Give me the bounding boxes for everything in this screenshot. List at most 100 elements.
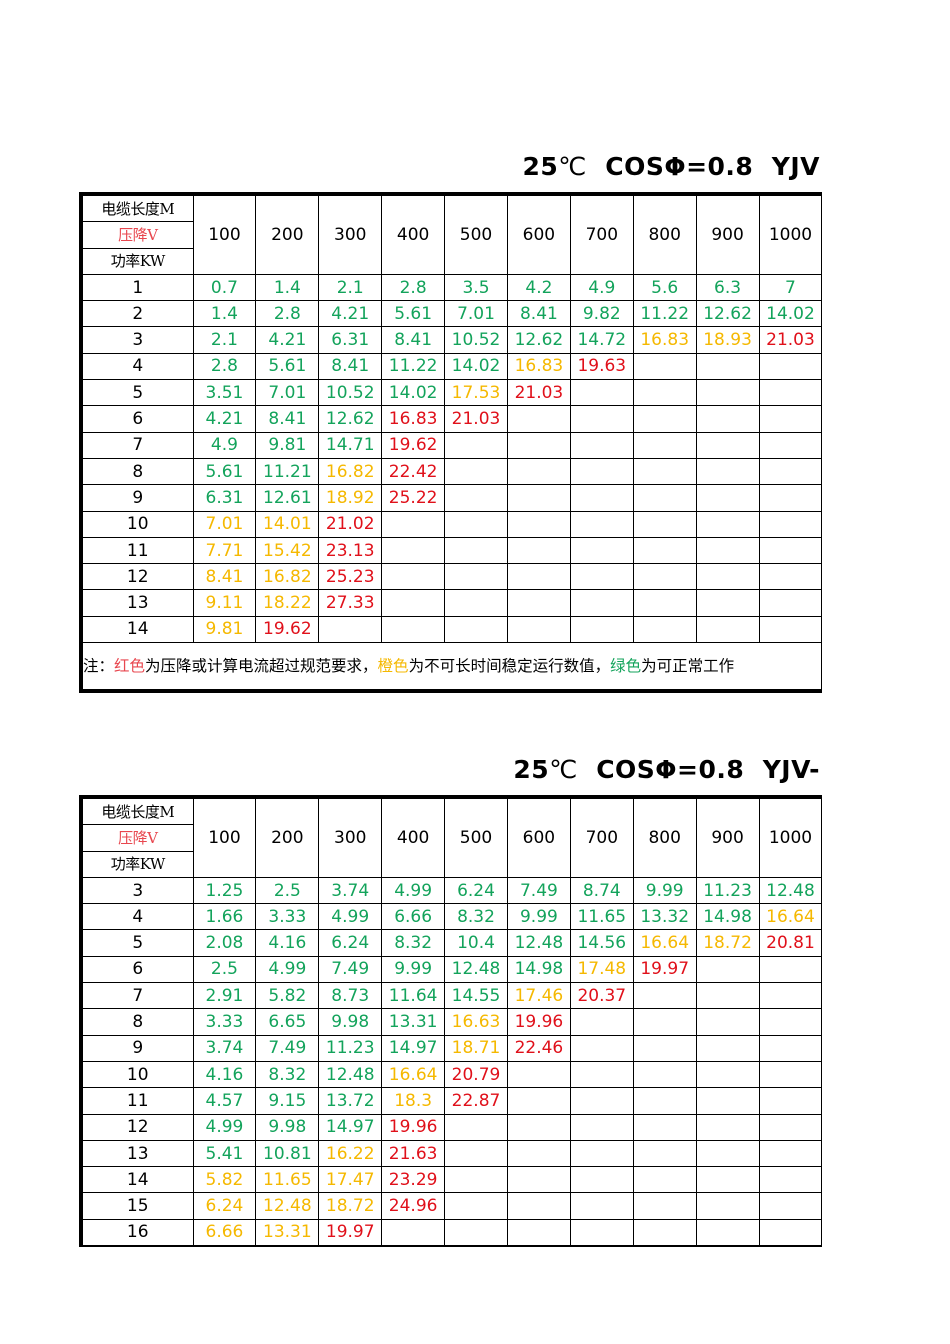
- voltage-drop-cell: 14.98: [506, 955, 571, 984]
- voltage-drop-cell: 20.79: [444, 1060, 508, 1089]
- voltage-drop-cell: 14.55: [444, 982, 508, 1010]
- voltage-drop-cell: [569, 510, 634, 538]
- voltage-drop-cell: 20.37: [569, 982, 634, 1010]
- voltage-drop-cell: [506, 1139, 571, 1168]
- voltage-drop-cell: 17.47: [318, 1166, 383, 1194]
- voltage-drop-label: 压降V: [80, 824, 194, 852]
- voltage-drop-cell: [758, 615, 823, 644]
- voltage-drop-cell: 22.46: [506, 1034, 571, 1062]
- voltage-drop-cell: 9.98: [255, 1113, 320, 1141]
- voltage-drop-cell: [444, 1192, 508, 1220]
- voltage-drop-cell: 14.01: [255, 510, 320, 538]
- power-cell: 7: [80, 431, 194, 459]
- voltage-drop-cell: 9.15: [255, 1087, 320, 1115]
- length-header-cell: 1000: [758, 796, 823, 878]
- voltage-drop-cell: [318, 615, 383, 644]
- voltage-drop-cell: 4.21: [318, 300, 383, 328]
- voltage-drop-cell: [632, 379, 697, 407]
- voltage-drop-cell: 14.56: [569, 929, 634, 957]
- note-red-label: 红色: [114, 657, 146, 676]
- voltage-drop-cell: 2.1: [192, 326, 257, 354]
- voltage-drop-cell: 25.22: [381, 484, 446, 512]
- length-header-cell: 500: [444, 193, 508, 275]
- voltage-drop-cell: [632, 457, 697, 486]
- voltage-drop-cell: 8.32: [381, 929, 446, 957]
- voltage-drop-cell: 6.31: [192, 484, 257, 512]
- voltage-drop-cell: 3.51: [192, 379, 257, 407]
- table-row: 8 5.61 11.21 16.82 22.42: [80, 457, 823, 486]
- voltage-drop-cell: [758, 536, 823, 565]
- voltage-drop-cell: 5.6: [632, 273, 697, 302]
- voltage-drop-cell: 12.62: [695, 300, 760, 328]
- voltage-drop-cell: 21.03: [758, 326, 823, 354]
- length-header-cell: 1000: [758, 193, 823, 275]
- voltage-drop-cell: 5.82: [192, 1166, 257, 1194]
- voltage-drop-cell: 22.87: [444, 1087, 508, 1115]
- voltage-drop-cell: [758, 1139, 823, 1168]
- voltage-drop-cell: 13.31: [381, 1008, 446, 1036]
- voltage-drop-cell: [506, 1113, 571, 1141]
- voltage-drop-cell: [758, 589, 823, 617]
- voltage-drop-cell: 14.97: [318, 1113, 383, 1141]
- power-cell: 12: [80, 563, 194, 591]
- voltage-drop-cell: [758, 1192, 823, 1220]
- voltage-drop-cell: 6.66: [381, 903, 446, 931]
- power-cell: 4: [80, 903, 194, 931]
- length-header-cell: 400: [381, 193, 446, 275]
- voltage-drop-cell: 8.41: [506, 300, 571, 328]
- voltage-drop-cell: 13.72: [318, 1087, 383, 1115]
- voltage-drop-cell: 16.64: [632, 929, 697, 957]
- voltage-drop-cell: 1.4: [192, 300, 257, 328]
- voltage-drop-cell: [695, 1218, 760, 1248]
- voltage-drop-cell: 1.66: [192, 903, 257, 931]
- voltage-drop-cell: [506, 1060, 571, 1089]
- table-row: 14 9.81 19.62: [80, 615, 823, 644]
- voltage-drop-cell: [632, 1087, 697, 1115]
- voltage-drop-cell: [695, 510, 760, 538]
- voltage-drop-cell: [381, 510, 446, 538]
- voltage-drop-cell: 18.92: [318, 484, 383, 512]
- voltage-drop-cell: 13.32: [632, 903, 697, 931]
- table-row: 16 6.66 13.31 19.97: [80, 1218, 823, 1248]
- voltage-drop-cell: 12.48: [758, 876, 823, 905]
- voltage-drop-cell: 10.52: [444, 326, 508, 354]
- power-cell: 10: [80, 1060, 194, 1089]
- voltage-drop-cell: 18.71: [444, 1034, 508, 1062]
- voltage-drop-cell: [569, 589, 634, 617]
- voltage-drop-cell: [444, 589, 508, 617]
- voltage-drop-cell: 6.24: [318, 929, 383, 957]
- voltage-drop-cell: [381, 615, 446, 644]
- table-row: 6 4.21 8.41 12.62 16.83 21.03: [80, 405, 823, 433]
- voltage-drop-cell: 9.99: [506, 903, 571, 931]
- legend-note: 注：红色为压降或计算电流超过规范要求，橙色为不可长时间稳定运行数值，绿色为可正常…: [80, 642, 823, 694]
- power-cell: 14: [80, 1166, 194, 1194]
- power-cell: 6: [80, 955, 194, 984]
- voltage-drop-cell: 14.97: [381, 1034, 446, 1062]
- voltage-drop-cell: [758, 1166, 823, 1194]
- power-cell: 11: [80, 1087, 194, 1115]
- voltage-drop-table-1: 电缆长度M 100 200 300 400 500 600 700 800 900 1000 压降V 功…: [79, 192, 823, 694]
- note-green-label: 绿色: [610, 657, 642, 676]
- voltage-drop-cell: [695, 352, 760, 381]
- length-header-cell: 600: [506, 193, 571, 275]
- voltage-drop-cell: [758, 1113, 823, 1141]
- note-orange-label: 橙色: [377, 657, 409, 676]
- voltage-drop-cell: [506, 405, 571, 433]
- voltage-drop-cell: [695, 1113, 760, 1141]
- voltage-drop-cell: [569, 379, 634, 407]
- voltage-drop-cell: [758, 405, 823, 433]
- table-row: 9 6.31 12.61 18.92 25.22: [80, 484, 823, 512]
- length-header-cell: 900: [695, 796, 760, 878]
- voltage-drop-cell: 17.48: [569, 955, 634, 984]
- voltage-drop-cell: 6.31: [318, 326, 383, 354]
- voltage-drop-cell: 8.41: [318, 352, 383, 381]
- voltage-drop-cell: 11.22: [381, 352, 446, 381]
- length-header-cell: 100: [192, 193, 257, 275]
- length-header-cell: 400: [381, 796, 446, 878]
- voltage-drop-cell: [444, 615, 508, 644]
- voltage-drop-cell: [632, 1034, 697, 1062]
- voltage-drop-cell: 21.63: [381, 1139, 446, 1168]
- voltage-drop-cell: 15.42: [255, 536, 320, 565]
- voltage-drop-cell: [632, 1218, 697, 1248]
- power-cell: 7: [80, 982, 194, 1010]
